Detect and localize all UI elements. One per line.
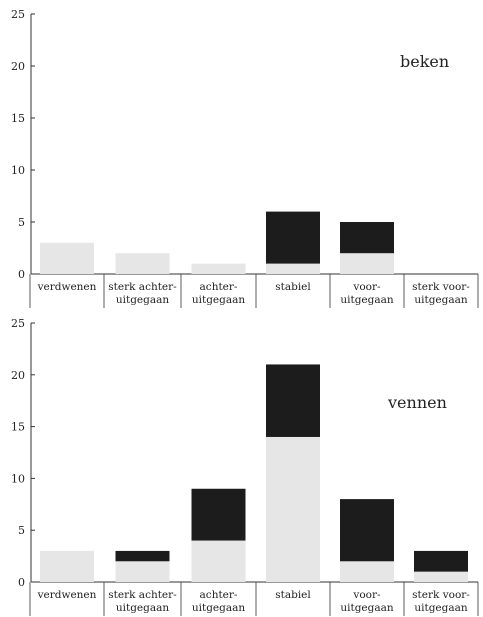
bar-segment-dark (115, 550, 170, 562)
bar-segment-light (340, 253, 394, 274)
bar-segment-light (266, 263, 320, 274)
bar-segment-dark (414, 550, 468, 572)
y-tick-label: 5 (18, 216, 25, 229)
category-label: voor- (352, 589, 381, 601)
category-label: uitgegaan (192, 602, 246, 614)
bar-segment-dark (340, 222, 394, 254)
category-label: achter- (200, 589, 238, 601)
category-label: voor- (352, 281, 381, 293)
y-tick-label: 0 (18, 268, 25, 281)
bar-segment-dark (266, 364, 320, 437)
category-label: stabiel (275, 281, 311, 293)
bar-segment-light (115, 253, 170, 274)
category-label: uitgegaan (192, 294, 246, 306)
category-label: sterk voor- (412, 589, 470, 601)
y-tick-label: 20 (11, 369, 25, 382)
bar-segment-dark (191, 488, 246, 541)
category-label: verdwenen (37, 589, 97, 601)
category-label: achter- (200, 281, 238, 293)
chart-annotation: vennen (387, 393, 447, 412)
chart-panel-vennen: 0 5 10 15 20 25 verdwenen sterk achter-uitgegaa… (11, 317, 479, 616)
y-tick-label: 25 (11, 8, 25, 21)
bar-segment-dark (266, 211, 320, 264)
y-tick-label: 20 (11, 60, 25, 73)
bar-segment-light (40, 242, 94, 274)
bar-segment-light (414, 571, 468, 582)
bar-segment-dark (340, 499, 394, 562)
category-label: stabiel (275, 589, 311, 601)
bar-segment-light (115, 561, 170, 582)
category-label: uitgegaan (340, 294, 394, 306)
y-tick-label: 15 (11, 112, 25, 125)
category-label: verdwenen (37, 281, 97, 293)
chart-annotation: beken (400, 52, 449, 71)
y-tick-label: 5 (18, 524, 25, 537)
category-label: sterk voor- (412, 281, 470, 293)
y-tick-label: 10 (11, 164, 25, 177)
bar-segment-light (266, 436, 320, 582)
bar-segment-light (340, 561, 394, 582)
bar-segment-light (191, 263, 246, 274)
chart-panel-beken: 0 5 10 15 20 25 verdwenen sterk achter-uitgegaa… (11, 8, 479, 308)
bar-segment-light (40, 550, 94, 582)
category-label: sterk achter- (108, 281, 177, 293)
y-tick-label: 25 (11, 317, 25, 330)
category-label: uitgegaan (414, 294, 468, 306)
bar-segment-light (191, 540, 246, 582)
y-tick-label: 15 (11, 421, 25, 434)
category-label: sterk achter- (108, 589, 177, 601)
category-label: uitgegaan (116, 294, 170, 306)
y-tick-label: 0 (18, 576, 25, 589)
category-label: uitgegaan (340, 602, 394, 614)
category-label: uitgegaan (414, 602, 468, 614)
category-label: uitgegaan (116, 602, 170, 614)
y-tick-label: 10 (11, 472, 25, 485)
